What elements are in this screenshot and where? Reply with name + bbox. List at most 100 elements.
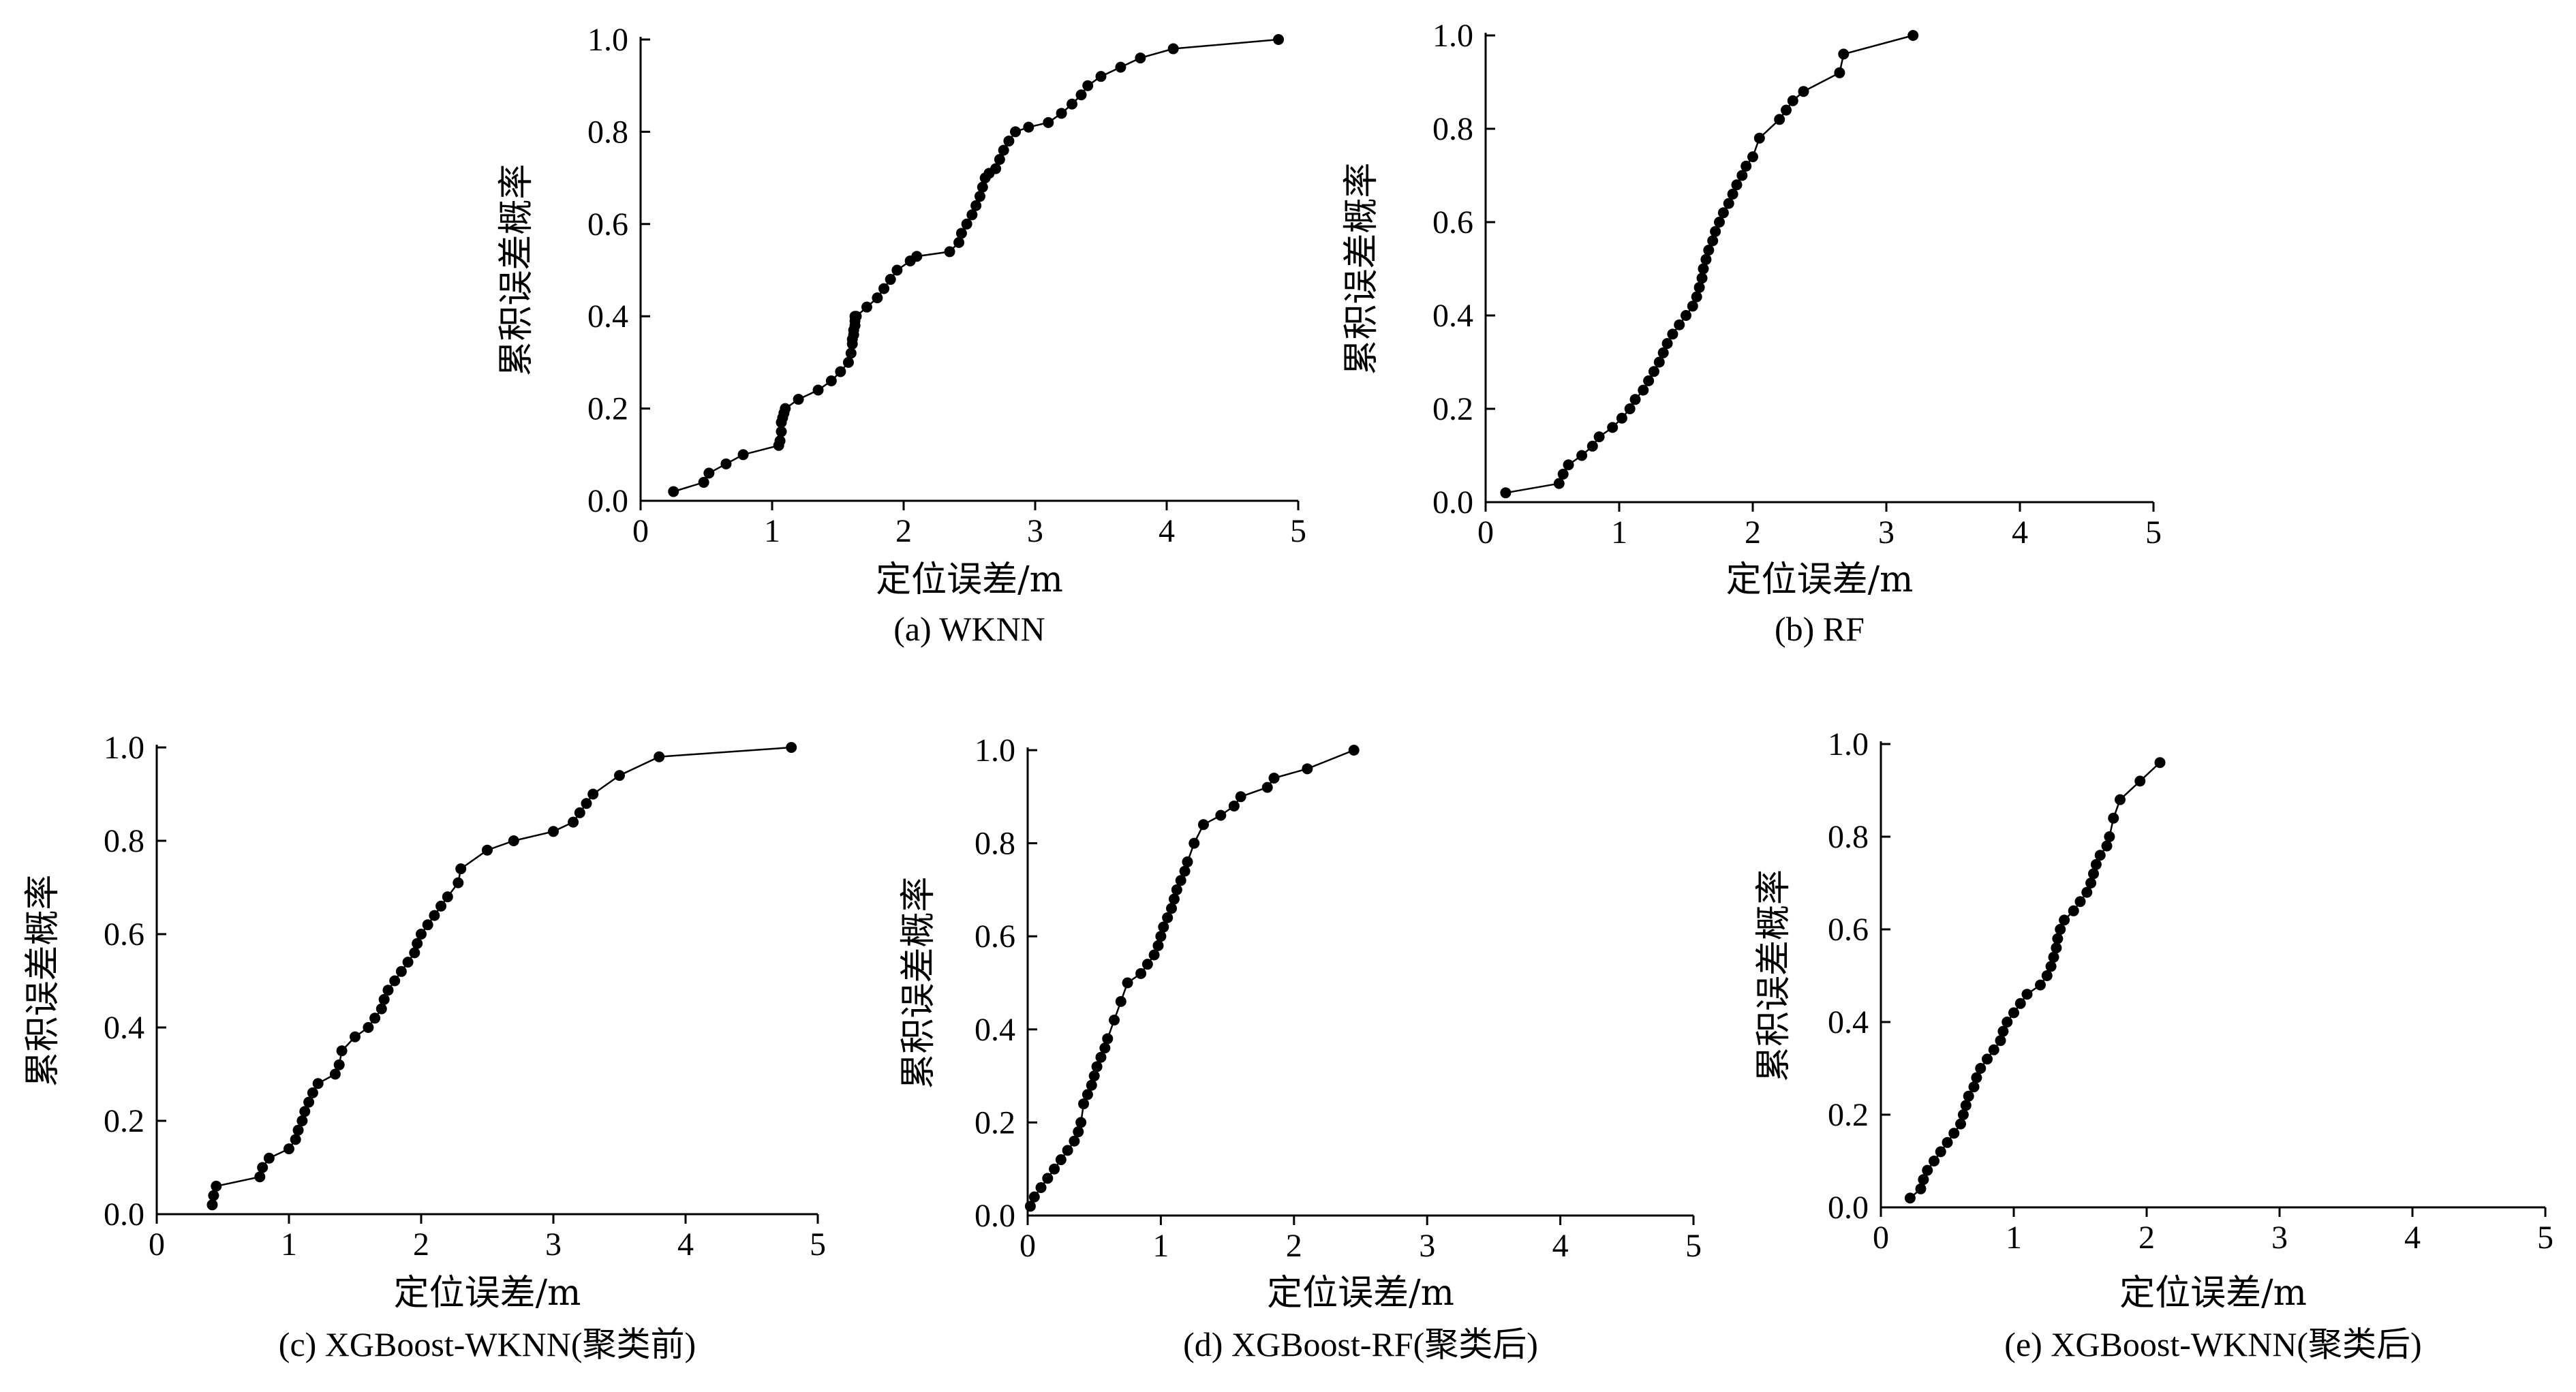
x-tick-label: 3 (1419, 1228, 1435, 1264)
x-tick-label: 0 (1019, 1228, 1036, 1264)
y-tick-label: 0.4 (587, 298, 628, 335)
data-point (1302, 763, 1313, 775)
y-tick-label: 0.2 (104, 1103, 144, 1139)
data-point (1957, 1109, 1969, 1120)
data-point (885, 274, 896, 285)
data-point (1162, 912, 1174, 923)
data-point (2108, 812, 2119, 824)
data-point (1693, 281, 1705, 293)
x-tick-label: 2 (1745, 514, 1761, 551)
panel-caption: (c) XGBoost-WKNN(聚类前) (279, 1325, 696, 1363)
x-axis-title: 定位误差/m (1267, 1273, 1454, 1314)
x-tick-label: 3 (545, 1226, 562, 1263)
data-point (1988, 1044, 1999, 1055)
x-tick-label: 0 (1873, 1220, 1889, 1256)
data-point (1091, 1061, 1103, 1072)
data-point (835, 366, 846, 377)
cdf-series-line (1029, 749, 1355, 1207)
x-tick-label: 4 (2404, 1220, 2421, 1256)
data-point (872, 292, 883, 304)
y-tick-label: 0.4 (1828, 1004, 1869, 1040)
x-tick-label: 3 (1878, 514, 1895, 551)
data-point (1043, 117, 1054, 128)
x-axis-title: 定位误差/m (1726, 559, 1914, 600)
data-point (1500, 487, 1512, 499)
data-point (395, 965, 407, 977)
cdf-series-line (1505, 34, 1914, 494)
data-point (1166, 903, 1178, 914)
x-tick-label: 3 (1027, 513, 1043, 549)
data-point (668, 486, 679, 497)
x-axis-title: 定位误差/m (876, 559, 1063, 600)
data-point (1714, 217, 1725, 228)
x-tick-label: 5 (810, 1226, 826, 1263)
data-point (442, 891, 453, 903)
data-point (1576, 450, 1588, 461)
x-tick-label: 2 (413, 1226, 429, 1263)
data-point (1135, 968, 1147, 979)
y-tick-label: 0.2 (975, 1104, 1015, 1141)
data-point (283, 1143, 294, 1155)
data-point (911, 251, 923, 262)
data-point (1235, 791, 1246, 803)
data-point (1010, 126, 1022, 138)
data-point (296, 1115, 308, 1126)
data-point (307, 1087, 318, 1098)
data-point (581, 798, 592, 809)
y-tick-label: 0.6 (975, 918, 1015, 955)
x-tick-label: 4 (677, 1226, 694, 1263)
data-point (1710, 226, 1721, 237)
panel-caption: (d) XGBoost-RF(聚类后) (1183, 1325, 1538, 1363)
data-point (861, 301, 872, 313)
data-point (953, 236, 965, 248)
data-point (812, 384, 824, 396)
data-point (1042, 1173, 1054, 1184)
data-point (2068, 905, 2079, 916)
data-point (1681, 310, 1691, 321)
data-point (1753, 132, 1765, 144)
y-tick-label: 0.4 (1432, 298, 1473, 334)
y-tick-label: 0.0 (104, 1196, 144, 1233)
data-point (1228, 800, 1240, 811)
data-point (1563, 459, 1574, 471)
data-point (737, 449, 749, 461)
data-point (1215, 809, 1227, 821)
data-point (1907, 30, 1919, 41)
data-point (435, 900, 447, 912)
data-point (2035, 979, 2046, 991)
data-point (1073, 1126, 1084, 1138)
data-point (363, 1022, 374, 1033)
data-point (1741, 160, 1752, 172)
data-point (850, 311, 862, 322)
data-point (455, 863, 467, 875)
data-point (548, 826, 559, 837)
data-point (1960, 1100, 1972, 1111)
data-point (1691, 291, 1702, 303)
data-point (1049, 1163, 1060, 1175)
data-point (1095, 1051, 1107, 1063)
data-point (1727, 188, 1738, 200)
data-point (2081, 886, 2093, 898)
data-point (1922, 1164, 1933, 1176)
data-point (1787, 95, 1798, 106)
cdf-series-line (1910, 762, 2161, 1199)
data-point (1078, 1098, 1090, 1110)
data-point (780, 403, 791, 414)
y-axis-title: 累积误差概率 (496, 164, 537, 376)
data-point (2134, 775, 2146, 787)
data-point (1035, 1182, 1047, 1194)
data-point (970, 200, 982, 211)
data-point (720, 458, 732, 469)
data-point (974, 191, 985, 202)
y-axis-title: 累积误差概率 (22, 874, 63, 1087)
y-tick-label: 0.8 (1828, 819, 1869, 855)
x-tick-label: 4 (1552, 1228, 1569, 1264)
data-point (587, 788, 599, 800)
y-tick-label: 0.0 (975, 1198, 1015, 1234)
data-point (292, 1124, 304, 1136)
x-tick-label: 0 (149, 1226, 165, 1263)
data-point (1942, 1136, 1953, 1148)
y-tick-label: 0.6 (104, 916, 144, 953)
data-point (1607, 422, 1619, 433)
data-point (1155, 931, 1167, 942)
